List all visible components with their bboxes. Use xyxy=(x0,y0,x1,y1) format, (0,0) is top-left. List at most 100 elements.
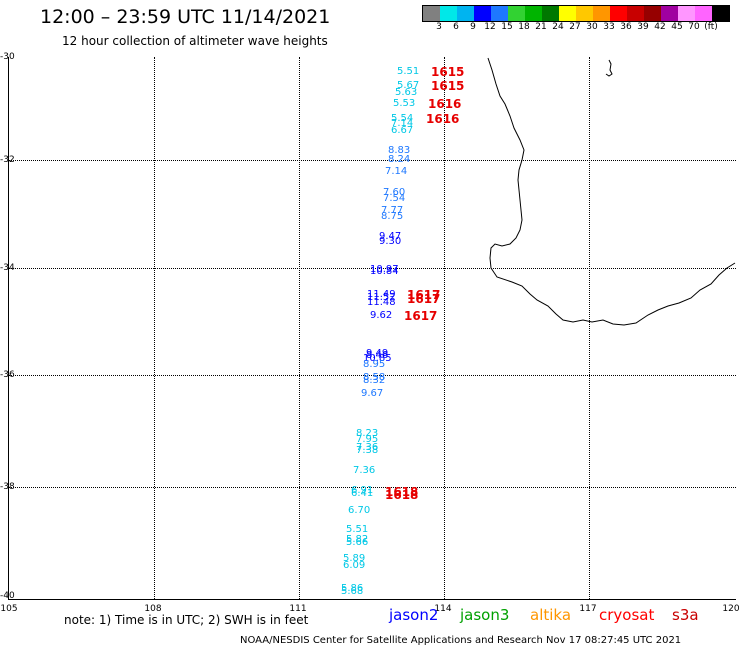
lon-label: 117 xyxy=(579,604,597,614)
color-scale-labels: 3 6 9 12 15 18 21 24 27 30 33 36 39 42 45 70 (ft) xyxy=(422,22,740,34)
grid-line-lat-38 xyxy=(9,487,736,488)
color-scale-label: 36 xyxy=(620,22,632,32)
wave-height-label: 9.30 xyxy=(379,236,402,247)
wave-height-label: 8.95 xyxy=(363,359,386,370)
wave-height-label: 5.51 xyxy=(346,524,369,535)
wave-height-label: 5.66 xyxy=(346,537,369,548)
color-scale-label: 24 xyxy=(552,22,564,32)
wave-height-label: 11.48 xyxy=(367,297,396,308)
color-swatch xyxy=(712,6,729,21)
wave-height-label: 9.49 xyxy=(366,348,389,359)
color-scale-bar xyxy=(422,5,730,22)
wave-height-label: 11.52 xyxy=(367,292,396,303)
color-scale-label: 33 xyxy=(603,22,615,32)
wave-height-label: 5.53 xyxy=(393,98,416,109)
grid-line-lat-32 xyxy=(9,160,736,161)
s3a-time-label: 1617 xyxy=(407,292,441,306)
grid-line-lat-34 xyxy=(9,268,736,269)
color-scale-label: 15 xyxy=(501,22,513,32)
color-swatch xyxy=(491,6,508,21)
wave-height-label: 6.67 xyxy=(391,125,414,136)
color-scale-label: 45 xyxy=(671,22,683,32)
s3a-time-label: 1618 xyxy=(385,485,419,499)
wave-height-label: 5.51 xyxy=(397,66,420,77)
wave-height-label: 8.83 xyxy=(388,145,411,156)
wave-height-label: 8.58 xyxy=(363,372,386,383)
wave-height-label: 7.14 xyxy=(385,166,408,177)
map-plot-area xyxy=(8,57,736,600)
wave-height-label: 7.54 xyxy=(383,193,406,204)
wave-height-label: 5.68 xyxy=(341,586,364,597)
wave-height-label: 5.54 xyxy=(391,113,414,124)
wave-height-label: 8.23 xyxy=(356,428,379,439)
wave-height-label: 6.91 xyxy=(351,485,374,496)
color-swatch xyxy=(576,6,593,21)
lat-label: -34 xyxy=(0,263,15,273)
color-swatch xyxy=(508,6,525,21)
lat-label: -32 xyxy=(0,155,15,165)
color-swatch xyxy=(423,6,440,21)
color-swatch xyxy=(678,6,695,21)
wave-height-label: 5.67 xyxy=(397,80,420,91)
color-scale-label: (ft) xyxy=(704,22,718,32)
wave-height-label: 7.38 xyxy=(356,445,379,456)
chart-subtitle: 12 hour collection of altimeter wave hei… xyxy=(62,34,328,48)
color-scale-label: 9 xyxy=(470,22,476,32)
wave-height-label: 7.95 xyxy=(356,434,379,445)
legend-cryosat: cryosat xyxy=(599,606,655,624)
lat-label: -30 xyxy=(0,52,15,62)
s3a-time-label: 1617 xyxy=(407,288,441,302)
wave-height-label: 6.70 xyxy=(348,505,371,516)
color-swatch xyxy=(593,6,610,21)
color-swatch xyxy=(542,6,559,21)
s3a-time-label: 1615 xyxy=(431,65,465,79)
wave-height-label: 9.62 xyxy=(370,310,393,321)
lon-label: 105 xyxy=(0,604,18,614)
color-scale-label: 12 xyxy=(484,22,496,32)
wave-height-label: 10.85 xyxy=(363,353,392,364)
island-outline xyxy=(605,59,613,77)
s3a-time-label: 1617 xyxy=(404,309,438,323)
color-swatch xyxy=(440,6,457,21)
color-scale-label: 18 xyxy=(518,22,530,32)
wave-height-label: 5.89 xyxy=(343,553,366,564)
wave-height-label: 5.86 xyxy=(341,583,364,594)
color-scale-label: 21 xyxy=(535,22,547,32)
color-swatch xyxy=(661,6,678,21)
wave-height-label: 7.14 xyxy=(391,118,414,129)
wave-height-label: 8.32 xyxy=(363,375,386,386)
legend-jason2: jason2 xyxy=(389,606,439,624)
units-note: note: 1) Time is in UTC; 2) SWH is in fe… xyxy=(64,613,309,627)
lon-label: 120 xyxy=(722,604,740,614)
s3a-time-label: 1616 xyxy=(428,97,462,111)
lat-label: -40 xyxy=(0,591,15,601)
legend-s3a: s3a xyxy=(672,606,699,624)
grid-line-lon-111 xyxy=(299,57,300,599)
wave-height-label: 10.97 xyxy=(370,264,399,275)
color-scale-label: 30 xyxy=(586,22,598,32)
color-swatch xyxy=(644,6,661,21)
color-scale-label: 27 xyxy=(569,22,581,32)
color-swatch xyxy=(525,6,542,21)
wave-height-label: 8.75 xyxy=(381,211,404,222)
color-swatch xyxy=(457,6,474,21)
color-swatch xyxy=(627,6,644,21)
color-scale-label: 39 xyxy=(637,22,649,32)
legend-jason3: jason3 xyxy=(460,606,510,624)
lon-label: 114 xyxy=(434,604,452,614)
wave-height-label: 5.82 xyxy=(346,534,369,545)
grid-line-lat-36 xyxy=(9,375,736,376)
grid-line-lon-117 xyxy=(589,57,590,599)
legend-altika: altika xyxy=(530,606,572,624)
wave-height-label: 9.47 xyxy=(379,231,402,242)
lat-label: -36 xyxy=(0,370,15,380)
wave-height-label: 8.46 xyxy=(366,350,389,361)
wave-height-label: 6.41 xyxy=(351,488,374,499)
wave-height-label: 11.49 xyxy=(367,289,396,300)
grid-line-lon-108 xyxy=(154,57,155,599)
s3a-time-label: 1618 xyxy=(385,488,419,502)
wave-height-label: 8.24 xyxy=(388,154,411,165)
wave-height-label: 7.77 xyxy=(381,205,404,216)
wave-height-label: 7.36 xyxy=(353,465,376,476)
